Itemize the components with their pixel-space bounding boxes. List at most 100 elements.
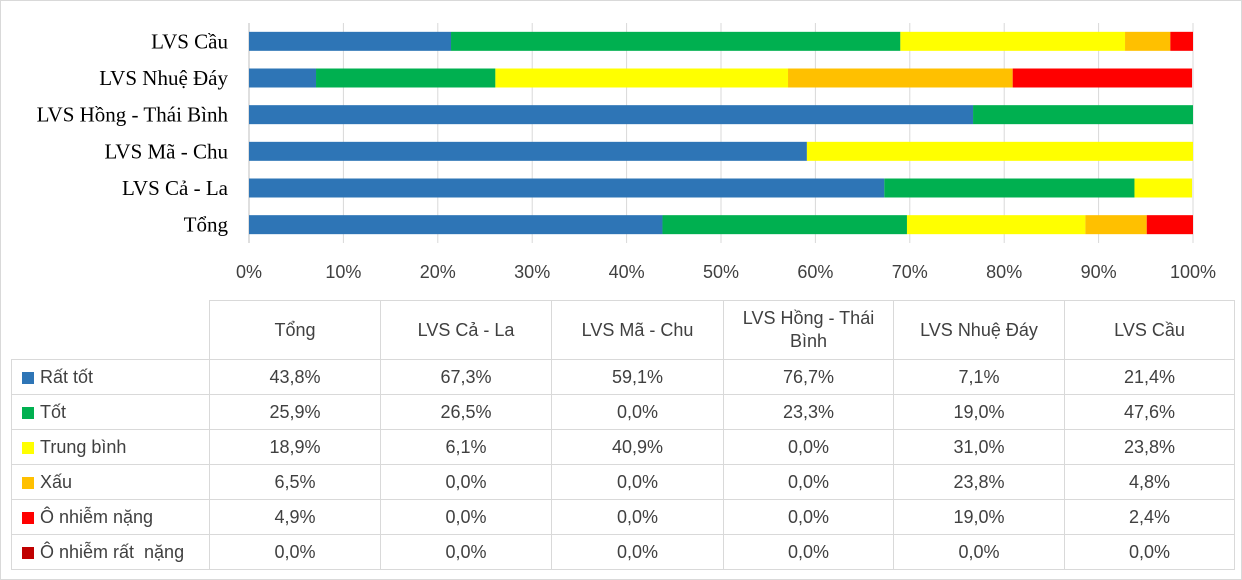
bar-segment <box>973 105 1193 125</box>
table-cell: 4,9% <box>209 499 381 535</box>
bar-segment <box>806 141 1193 161</box>
bar-segment <box>1170 31 1193 51</box>
table-cell: 19,0% <box>893 394 1065 430</box>
gridlines <box>248 23 1194 243</box>
x-axis-ticks: 0% 10% 20% 30% 40% 50% 60% 70% 80% 90% 100% <box>236 262 1216 282</box>
table-corner <box>11 300 210 360</box>
category-label: Tổng <box>184 213 229 237</box>
x-tick-label: 80% <box>986 262 1022 282</box>
bar-segment <box>316 68 496 88</box>
table-cell: 59,1% <box>551 359 724 395</box>
row-label: Tốt <box>40 401 67 422</box>
row-label: Ô nhiễm nặng <box>40 506 154 527</box>
row-label: Trung bình <box>40 436 127 457</box>
table-cell: 7,1% <box>893 359 1065 395</box>
category-label: LVS Nhuệ Đáy <box>99 66 228 90</box>
row-header: Rất tốt <box>11 359 210 395</box>
table-cell: 47,6% <box>1064 394 1235 430</box>
table-row: Ô nhiễm rất nặng 0,0% 0,0% 0,0% 0,0% 0,0% 0,0% <box>11 534 1235 570</box>
bar-segment <box>884 178 1135 198</box>
table-cell: 0,0% <box>380 534 552 570</box>
column-header: LVS Nhuệ Đáy <box>893 300 1065 360</box>
bar-segment <box>788 68 1013 88</box>
row-label: Ô nhiễm rất nặng <box>40 541 185 562</box>
category-label: LVS Cầu <box>151 29 228 53</box>
table-cell: 31,0% <box>893 429 1065 465</box>
table-cell: 0,0% <box>723 499 894 535</box>
category-label: LVS Cả - La <box>122 176 229 200</box>
legend-swatch <box>22 546 34 559</box>
table-cell: 6,1% <box>380 429 552 465</box>
x-tick-label: 30% <box>514 262 550 282</box>
bar-segment <box>249 105 974 125</box>
bar-segment <box>249 31 452 51</box>
table-row: Tốt 25,9% 26,5% 0,0% 23,3% 19,0% 47,6% <box>11 394 1235 430</box>
table-cell: 4,8% <box>1064 464 1235 500</box>
table-cell: 43,8% <box>209 359 381 395</box>
row-header: Ô nhiễm rất nặng <box>11 534 210 570</box>
table-cell: 0,0% <box>551 499 724 535</box>
bar-segment <box>451 31 901 51</box>
bar-segment <box>900 31 1126 51</box>
category-labels: LVS Cầu LVS Nhuệ Đáy LVS Hồng - Thái Bình L… <box>37 29 229 236</box>
table-row: Xấu 6,5% 0,0% 0,0% 0,0% 23,8% 4,8% <box>11 464 1235 500</box>
column-header: Tổng <box>209 300 381 360</box>
bar-segment <box>1012 68 1193 88</box>
table-cell: 0,0% <box>723 429 894 465</box>
bar-segment <box>495 68 789 88</box>
row-label: Rất tốt <box>40 366 94 387</box>
legend-swatch <box>22 406 34 419</box>
table-cell: 0,0% <box>1064 534 1235 570</box>
table-cell: 21,4% <box>1064 359 1235 395</box>
table-row: Ô nhiễm nặng 4,9% 0,0% 0,0% 0,0% 19,0% 2,4% <box>11 499 1235 535</box>
x-tick-label: 10% <box>325 262 361 282</box>
table-cell: 23,8% <box>1064 429 1235 465</box>
table-cell: 0,0% <box>209 534 381 570</box>
x-tick-label: 60% <box>797 262 833 282</box>
table-cell: 0,0% <box>380 499 552 535</box>
table-cell: 6,5% <box>209 464 381 500</box>
x-tick-label: 0% <box>236 262 262 282</box>
category-label: LVS Mã - Chu <box>105 139 229 163</box>
bar-segment <box>249 141 807 161</box>
bar-segment <box>1125 31 1171 51</box>
table-cell: 0,0% <box>551 464 724 500</box>
data-table: Tổng LVS Cả - La LVS Mã - Chu LVS Hồng -… <box>11 300 1235 570</box>
table-cell: 67,3% <box>380 359 552 395</box>
bar-segment <box>249 215 663 235</box>
column-header: LVS Cầu <box>1064 300 1235 360</box>
table-cell: 23,3% <box>723 394 894 430</box>
table-cell: 76,7% <box>723 359 894 395</box>
table-row: Rất tốt 43,8% 67,3% 59,1% 76,7% 7,1% 21,4% <box>11 359 1235 395</box>
bar-segment <box>906 215 1086 235</box>
table-cell: 40,9% <box>551 429 724 465</box>
bars <box>249 31 1193 235</box>
bar-segment <box>662 215 907 235</box>
table-header-row: Tổng LVS Cả - La LVS Mã - Chu LVS Hồng -… <box>11 300 1235 360</box>
table-cell: 26,5% <box>380 394 552 430</box>
bar-segment <box>1146 215 1193 235</box>
x-tick-label: 40% <box>609 262 645 282</box>
table-cell: 0,0% <box>723 534 894 570</box>
row-label: Xấu <box>40 471 73 492</box>
table-cell: 0,0% <box>893 534 1065 570</box>
row-header: Trung bình <box>11 429 210 465</box>
x-tick-label: 70% <box>892 262 928 282</box>
x-tick-label: 20% <box>420 262 456 282</box>
bar-segment <box>1134 178 1193 198</box>
x-tick-label: 50% <box>703 262 739 282</box>
row-header: Xấu <box>11 464 210 500</box>
x-tick-label: 90% <box>1081 262 1117 282</box>
bar-segment <box>1085 215 1147 235</box>
column-header: LVS Hồng - Thái Bình <box>723 300 894 360</box>
row-header: Ô nhiễm nặng <box>11 499 210 535</box>
table-cell: 25,9% <box>209 394 381 430</box>
legend-swatch <box>22 511 34 524</box>
x-tick-label: 100% <box>1170 262 1216 282</box>
stacked-bar-chart: LVS Cầu LVS Nhuệ Đáy LVS Hồng - Thái Bình L… <box>37 23 1216 282</box>
table-cell: 0,0% <box>380 464 552 500</box>
legend-swatch <box>22 476 34 489</box>
table-cell: 0,0% <box>551 534 724 570</box>
table-cell: 2,4% <box>1064 499 1235 535</box>
